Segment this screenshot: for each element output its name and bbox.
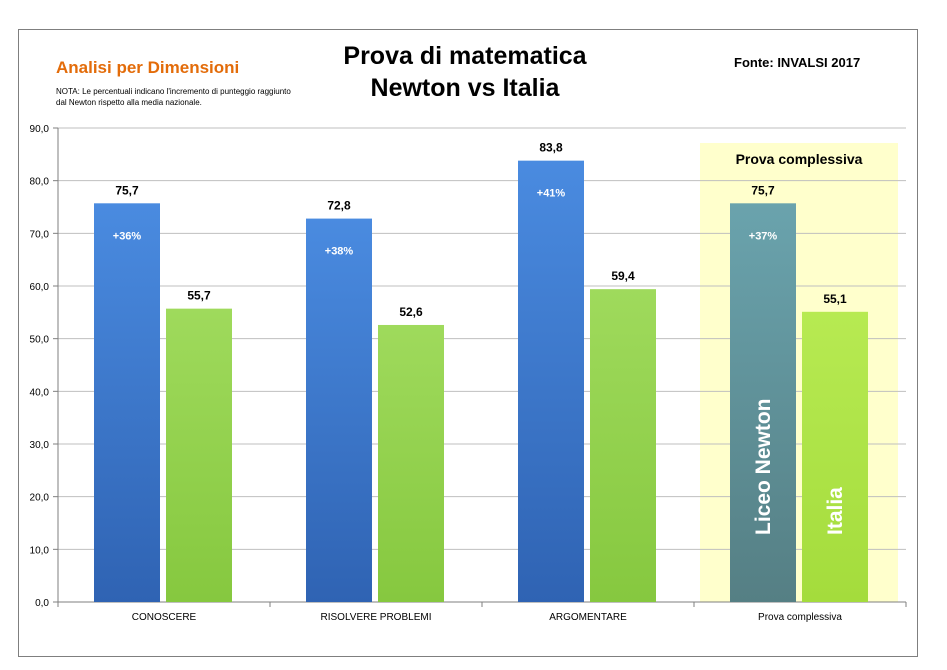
- increment-label: +41%: [537, 188, 566, 200]
- bar-italia: [590, 289, 656, 602]
- y-tick-label: 20,0: [30, 493, 50, 504]
- increment-label: +38%: [325, 246, 354, 258]
- data-label-newton: 75,7: [115, 183, 139, 197]
- data-label-newton: 72,8: [327, 199, 351, 213]
- data-label-italia: 59,4: [611, 269, 635, 283]
- y-tick-label: 40,0: [30, 387, 50, 398]
- bar-italia: [378, 324, 444, 602]
- bar-newton: [94, 203, 160, 602]
- y-tick-label: 90,0: [30, 124, 50, 135]
- x-tick-label: CONOSCERE: [132, 612, 197, 623]
- y-tick-label: 60,0: [30, 282, 50, 293]
- legend-label-italia: Italia: [824, 487, 847, 535]
- data-label-italia: 55,7: [187, 289, 211, 303]
- y-tick-label: 80,0: [30, 177, 50, 188]
- x-tick-label: ARGOMENTARE: [549, 612, 627, 623]
- bar-newton: [306, 218, 372, 602]
- y-tick-label: 0,0: [35, 598, 49, 609]
- bar-newton: [518, 160, 584, 603]
- y-tick-label: 50,0: [30, 335, 50, 346]
- chart-subtitle: Analisi per Dimensioni: [56, 58, 240, 77]
- data-label-italia: 52,6: [399, 305, 423, 319]
- data-label-italia: 55,1: [823, 292, 847, 306]
- chart-title-line2: Newton vs Italia: [370, 74, 560, 102]
- legend-label-newton: Liceo Newton: [752, 398, 775, 535]
- y-tick-label: 10,0: [30, 545, 50, 556]
- highlight-background: [700, 143, 898, 602]
- highlight-label: Prova complessiva: [736, 151, 863, 167]
- bar-newton: [730, 203, 796, 602]
- x-tick-label: RISOLVERE PROBLEMI: [321, 612, 432, 623]
- chart-note: NOTA: Le percentuali indicano l'incremen…: [56, 87, 291, 107]
- y-tick-label: 30,0: [30, 440, 50, 451]
- x-tick-label: Prova complessiva: [758, 612, 842, 623]
- chart-title: Prova di matematica Newton vs Italia: [300, 40, 630, 104]
- increment-label: +36%: [113, 230, 142, 242]
- bar-italia: [166, 308, 232, 602]
- chart-title-line1: Prova di matematica: [343, 42, 587, 70]
- chart-source: Fonte: INVALSI 2017: [734, 55, 861, 70]
- y-tick-label: 70,0: [30, 229, 50, 240]
- increment-label: +37%: [749, 230, 778, 242]
- data-label-newton: 75,7: [751, 183, 775, 197]
- bar-italia: [802, 311, 868, 602]
- data-label-newton: 83,8: [539, 141, 563, 155]
